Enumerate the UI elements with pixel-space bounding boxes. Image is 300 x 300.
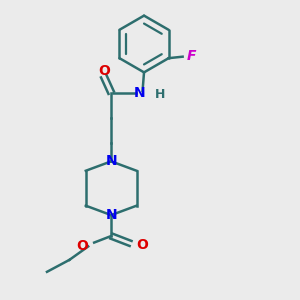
Text: O: O [76,239,88,253]
Text: O: O [136,238,148,252]
Text: N: N [105,208,117,222]
Text: O: O [98,64,110,78]
Text: F: F [186,49,196,63]
Text: H: H [155,88,166,101]
Text: N: N [134,86,146,100]
Text: N: N [105,154,117,168]
